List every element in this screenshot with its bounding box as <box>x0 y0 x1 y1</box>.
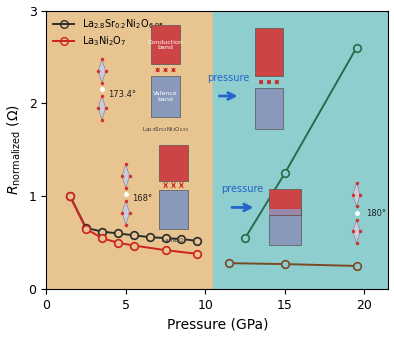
Bar <box>159 145 188 181</box>
Legend: La$_{2.8}$Sr$_{0.2}$Ni$_{2}$O$_{6.95}$, La$_{3}$Ni$_{2}$O$_{7}$: La$_{2.8}$Sr$_{0.2}$Ni$_{2}$O$_{6.95}$, … <box>51 16 167 50</box>
Bar <box>151 75 180 117</box>
Text: La$_{2.8}$Sr$_{0.2}$Ni$_{2}$O$_{6.95}$: La$_{2.8}$Sr$_{0.2}$Ni$_{2}$O$_{6.95}$ <box>142 125 189 134</box>
Text: Conduction
band: Conduction band <box>148 39 184 50</box>
Text: Valence
band: Valence band <box>153 91 178 102</box>
Text: 180°: 180° <box>366 209 386 217</box>
Bar <box>269 209 301 215</box>
X-axis label: Pressure (GPa): Pressure (GPa) <box>167 317 268 332</box>
Text: La$_3$Ni$_2$O$_7$: La$_3$Ni$_2$O$_7$ <box>161 236 186 245</box>
Polygon shape <box>353 183 360 206</box>
Text: pressure: pressure <box>221 184 264 194</box>
Polygon shape <box>98 59 106 83</box>
Bar <box>269 189 301 215</box>
Bar <box>151 25 180 64</box>
Bar <box>159 190 188 229</box>
Bar <box>213 10 388 289</box>
Polygon shape <box>122 201 130 224</box>
Polygon shape <box>98 96 106 120</box>
Bar <box>255 28 283 76</box>
Text: 168°: 168° <box>132 194 152 203</box>
Text: 173.4°: 173.4° <box>108 90 136 99</box>
Y-axis label: $R_{\mathrm{normalized}}$ ($\Omega$): $R_{\mathrm{normalized}}$ ($\Omega$) <box>6 104 23 195</box>
Bar <box>269 209 301 245</box>
Polygon shape <box>122 164 130 188</box>
Bar <box>255 88 283 129</box>
Bar <box>46 10 213 289</box>
Polygon shape <box>353 220 360 243</box>
Text: pressure: pressure <box>207 73 249 83</box>
